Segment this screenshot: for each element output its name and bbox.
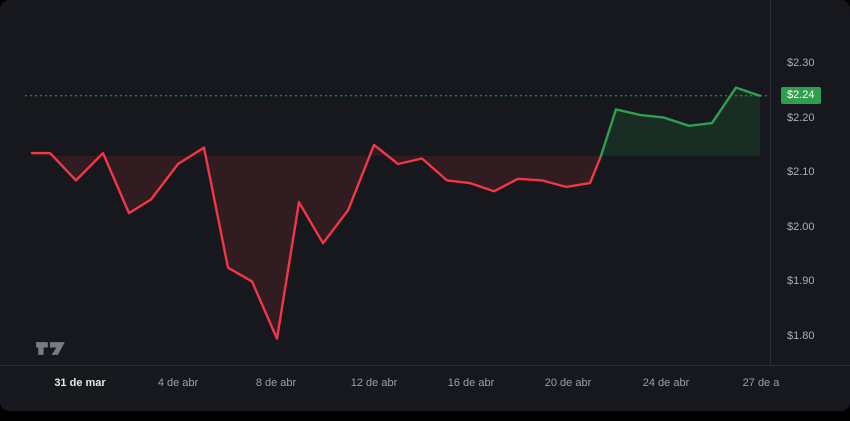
price-decline-segment-area <box>32 144 601 339</box>
price-axis-label: $2.30 <box>787 57 815 69</box>
time-axis-label: 16 de abr <box>447 377 495 389</box>
price-advance-segment-line <box>599 86 762 157</box>
time-axis-label: 31 de mar <box>54 377 106 389</box>
time-axis-label: 4 de abr <box>157 377 199 389</box>
price-advance-segment-area <box>601 87 760 156</box>
time-axis-label: 8 de abr <box>255 377 297 389</box>
time-axis-label: 27 de a <box>742 377 780 389</box>
tradingview-mark-icon <box>36 342 65 355</box>
time-axis-label: 20 de abr <box>544 377 592 389</box>
price-axis-separator <box>770 0 771 365</box>
chart-widget: $2.30 $2.20 $2.10 $2.00 $1.90 $1.80 $2.24 31 d… <box>0 0 850 411</box>
price-axis-label: $1.80 <box>787 330 815 342</box>
price-decline-segment-line <box>30 143 603 340</box>
price-axis-label: $2.00 <box>787 220 815 233</box>
time-axis-label: 12 de abr <box>350 377 398 389</box>
price-axis-label: $2.10 <box>787 166 815 179</box>
price-axis-label: $2.20 <box>787 111 815 124</box>
chart-canvas[interactable] <box>0 0 850 411</box>
tradingview-logo[interactable] <box>36 340 66 357</box>
last-price-badge: $2.24 <box>781 87 821 105</box>
time-axis-separator <box>0 365 850 366</box>
price-axis-label: $1.90 <box>787 275 815 288</box>
time-axis-label: 24 de abr <box>642 377 690 389</box>
